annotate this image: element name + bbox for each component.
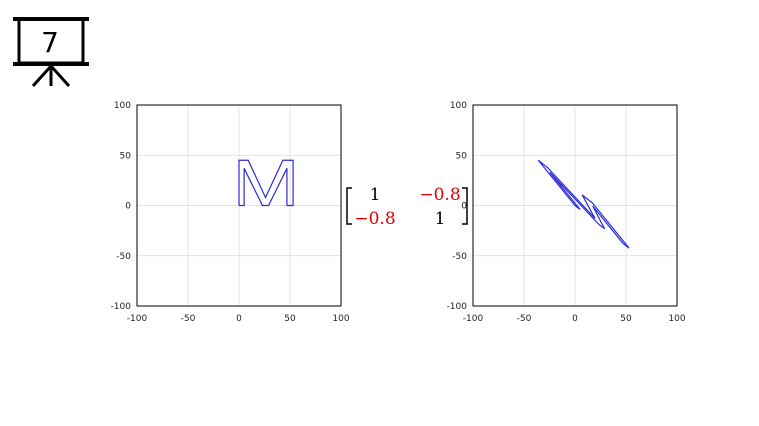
y-tick-label: 50 [120, 151, 132, 161]
matrix: 1 −0.8 −0.8 1 [346, 185, 468, 229]
matrix-cell: 1 [370, 185, 381, 205]
x-tick-label: 100 [668, 314, 685, 324]
matrix-cell: 1 [435, 209, 446, 229]
y-tick-label: 50 [456, 151, 468, 161]
y-tick-label: -100 [111, 302, 132, 312]
x-tick-label: -50 [181, 314, 196, 324]
x-tick-label: 50 [284, 314, 296, 324]
y-tick-label: -100 [447, 302, 468, 312]
plot-frame [472, 104, 678, 307]
y-tick-label: 0 [125, 202, 131, 212]
data-line [537, 159, 630, 249]
matrix-cell: −0.8 [354, 209, 395, 229]
slide-icon [13, 17, 89, 88]
y-tick-label: 100 [114, 101, 131, 111]
x-tick-label: 100 [332, 314, 349, 324]
y-tick-label: 100 [450, 101, 467, 111]
x-tick-label: 0 [572, 314, 578, 324]
slide-number: 7 [41, 26, 59, 59]
x-tick-label: 50 [620, 314, 632, 324]
x-tick-label: -100 [127, 314, 148, 324]
y-tick-label: -50 [116, 252, 131, 262]
x-tick-label: -50 [517, 314, 532, 324]
x-tick-label: -100 [463, 314, 484, 324]
y-tick-label: -50 [452, 252, 467, 262]
x-tick-label: 0 [236, 314, 242, 324]
data-line [238, 159, 294, 207]
matrix-cell: −0.8 [419, 185, 460, 205]
plot-frame [136, 104, 342, 307]
y-tick-label: 0 [461, 202, 467, 212]
